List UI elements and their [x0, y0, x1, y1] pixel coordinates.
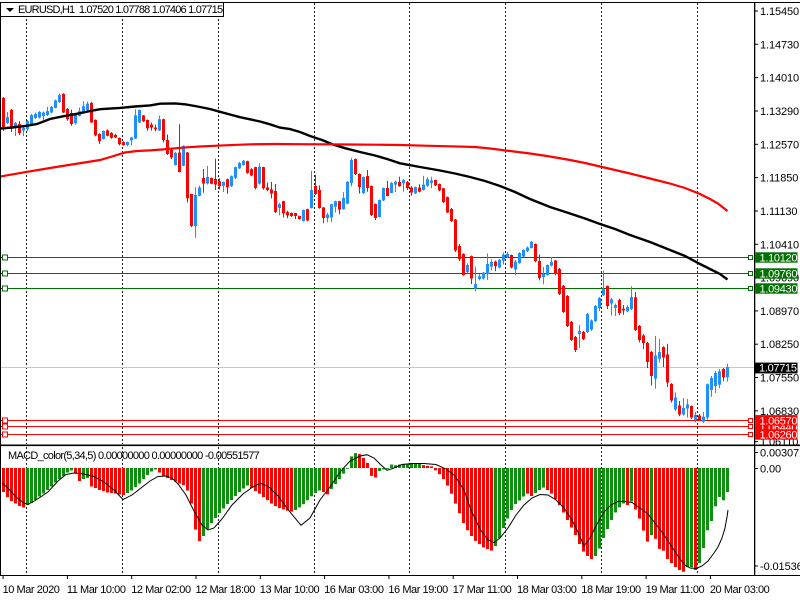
svg-text:1.08970: 1.08970: [760, 306, 799, 318]
svg-text:18 Mar 19:00: 18 Mar 19:00: [581, 584, 641, 596]
svg-text:1.06570: 1.06570: [760, 415, 798, 427]
svg-text:1.14010: 1.14010: [760, 73, 799, 85]
svg-text:13 Mar 10:00: 13 Mar 10:00: [260, 584, 320, 596]
svg-text:1.08250: 1.08250: [760, 339, 799, 351]
svg-text:1.13290: 1.13290: [760, 106, 799, 118]
svg-text:1.09760: 1.09760: [760, 269, 798, 281]
svg-text:12 Mar 18:00: 12 Mar 18:00: [196, 584, 256, 596]
svg-text:1.07550: 1.07550: [760, 373, 799, 385]
svg-text:1.14730: 1.14730: [760, 39, 799, 51]
svg-text:1.11130: 1.11130: [760, 206, 797, 218]
svg-text:1.09430: 1.09430: [760, 284, 798, 296]
svg-text:MACD_color(5,34,5) 0.00000000: MACD_color(5,34,5) 0.00000000 0.00000000…: [8, 450, 260, 462]
svg-text:1.12570: 1.12570: [760, 139, 799, 151]
svg-text:0.00: 0.00: [760, 464, 781, 476]
svg-text:1.06260: 1.06260: [760, 430, 798, 442]
svg-text:0.00307195: 0.00307195: [760, 448, 800, 460]
svg-text:1.15450: 1.15450: [760, 6, 799, 18]
svg-text:1.06830: 1.06830: [760, 406, 799, 418]
svg-text:16 Mar 19:00: 16 Mar 19:00: [388, 584, 448, 596]
svg-text:1.10120: 1.10120: [760, 253, 798, 265]
svg-text:1.11850: 1.11850: [760, 173, 798, 185]
svg-text:-0.0153611: -0.0153611: [760, 561, 800, 573]
svg-text:1.10410: 1.10410: [760, 239, 799, 251]
svg-text:10 Mar 2020: 10 Mar 2020: [3, 584, 60, 596]
svg-text:20 Mar 03:00: 20 Mar 03:00: [710, 584, 770, 596]
svg-text:12 Mar 02:00: 12 Mar 02:00: [131, 584, 191, 596]
svg-text:17 Mar 11:00: 17 Mar 11:00: [453, 584, 512, 596]
svg-text:19 Mar 11:00: 19 Mar 11:00: [646, 584, 705, 596]
svg-text:18 Mar 03:00: 18 Mar 03:00: [517, 584, 577, 596]
svg-text:16 Mar 03:00: 16 Mar 03:00: [324, 584, 384, 596]
svg-text:1.07715: 1.07715: [759, 362, 797, 374]
svg-text:EURUSD,H1 1.07520 1.07788 1.0: EURUSD,H1 1.07520 1.07788 1.07406 1.0771…: [18, 4, 223, 16]
svg-text:11 Mar 10:00: 11 Mar 10:00: [67, 584, 126, 596]
